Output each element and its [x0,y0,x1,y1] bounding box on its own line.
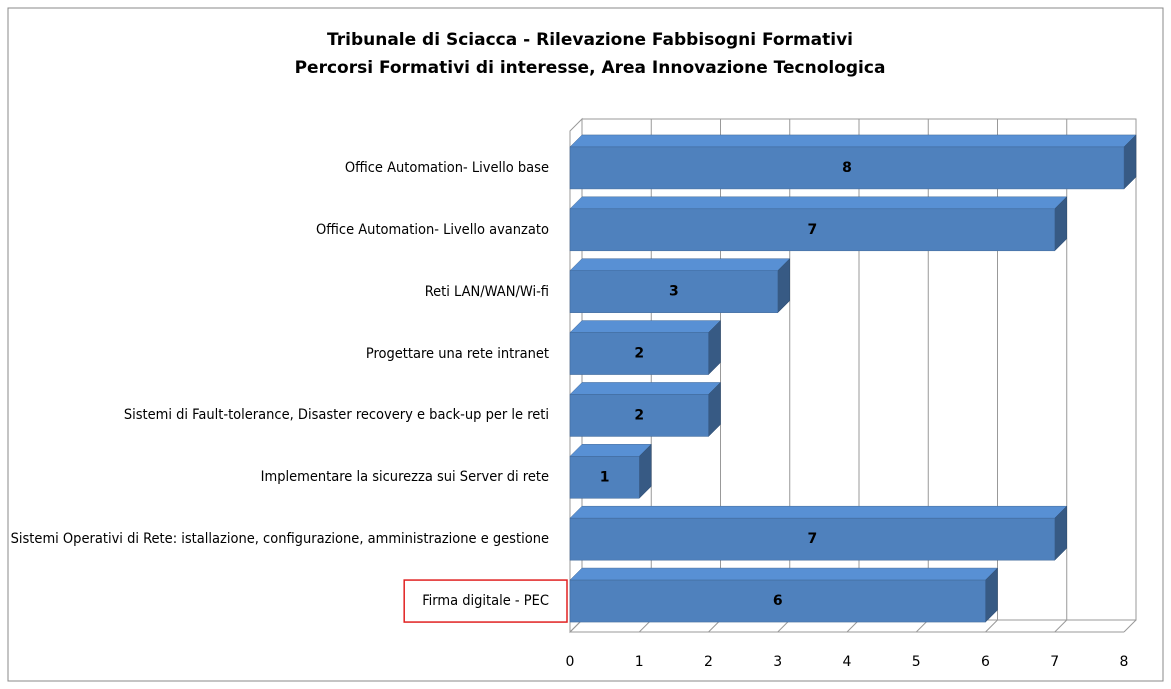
bar-top [569,505,1068,519]
bar [569,517,1055,561]
bar [569,146,1125,190]
highlight-box [403,579,568,623]
grid-line [985,119,998,633]
bar-top [569,258,791,271]
bar-top [569,196,1068,210]
category-text: Sistemi Operativi di Rete: istallazione,… [10,531,549,548]
chart-title: Tribunale di Sciacca - Rilevazione Fabbi… [327,30,853,50]
y-tick-label: Office Automation- Livello base [4,138,549,198]
value-label: 7 [808,222,818,238]
y-tick-label: Sistemi Operativi di Rete: istallazione,… [4,509,549,569]
category-text: Office Automation- Livello avanzato [316,221,549,238]
x-tick-label: 4 [843,654,852,670]
value-label: 8 [842,160,852,176]
y-tick-label: Progettare una rete intranet [4,324,549,384]
value-label: 1 [600,469,610,485]
category-text: Reti LAN/WAN/Wi-fi [424,283,549,300]
grid-line [1123,119,1137,633]
bar-top [569,320,722,333]
value-label: 2 [634,346,644,362]
value-label: 7 [808,531,818,547]
y-tick-label: Implementare la sicurezza sui Server di … [4,447,549,507]
bar [569,270,778,313]
bar [569,579,986,623]
bar [569,394,709,437]
x-tick-label: 0 [566,654,575,670]
y-tick-label: Office Automation- Livello avanzato [4,200,549,260]
x-tick-label: 8 [1120,654,1129,670]
chart-subtitle: Percorsi Formativi di interesse, Area In… [295,58,886,78]
y-tick-label: Firma digitale - PEC [4,571,549,631]
grid-line [1054,119,1068,633]
bar [569,332,709,375]
bar-top [569,567,999,581]
x-tick-label: 5 [912,654,921,670]
bar-top [569,382,722,395]
category-text: Sistemi di Fault-tolerance, Disaster rec… [123,407,549,424]
value-label: 2 [634,407,644,423]
value-label: 6 [773,593,783,609]
x-tick-label: 2 [704,654,713,670]
category-text: Firma digitale - PEC [422,593,549,610]
x-tick-label: 3 [773,654,782,670]
bar [569,208,1055,252]
y-tick-label: Reti LAN/WAN/Wi-fi [4,262,549,322]
category-text: Implementare la sicurezza sui Server di … [260,469,549,486]
y-tick-label: Sistemi di Fault-tolerance, Disaster rec… [4,385,549,445]
bar [569,456,640,499]
value-label: 3 [669,284,679,300]
x-tick-label: 6 [981,654,990,670]
category-text: Progettare una rete intranet [365,345,549,362]
bar-top [569,444,652,457]
x-tick-label: 7 [1050,654,1059,670]
category-text: Office Automation- Livello base [344,159,549,176]
bar-top [569,134,1137,148]
x-tick-label: 1 [635,654,644,670]
